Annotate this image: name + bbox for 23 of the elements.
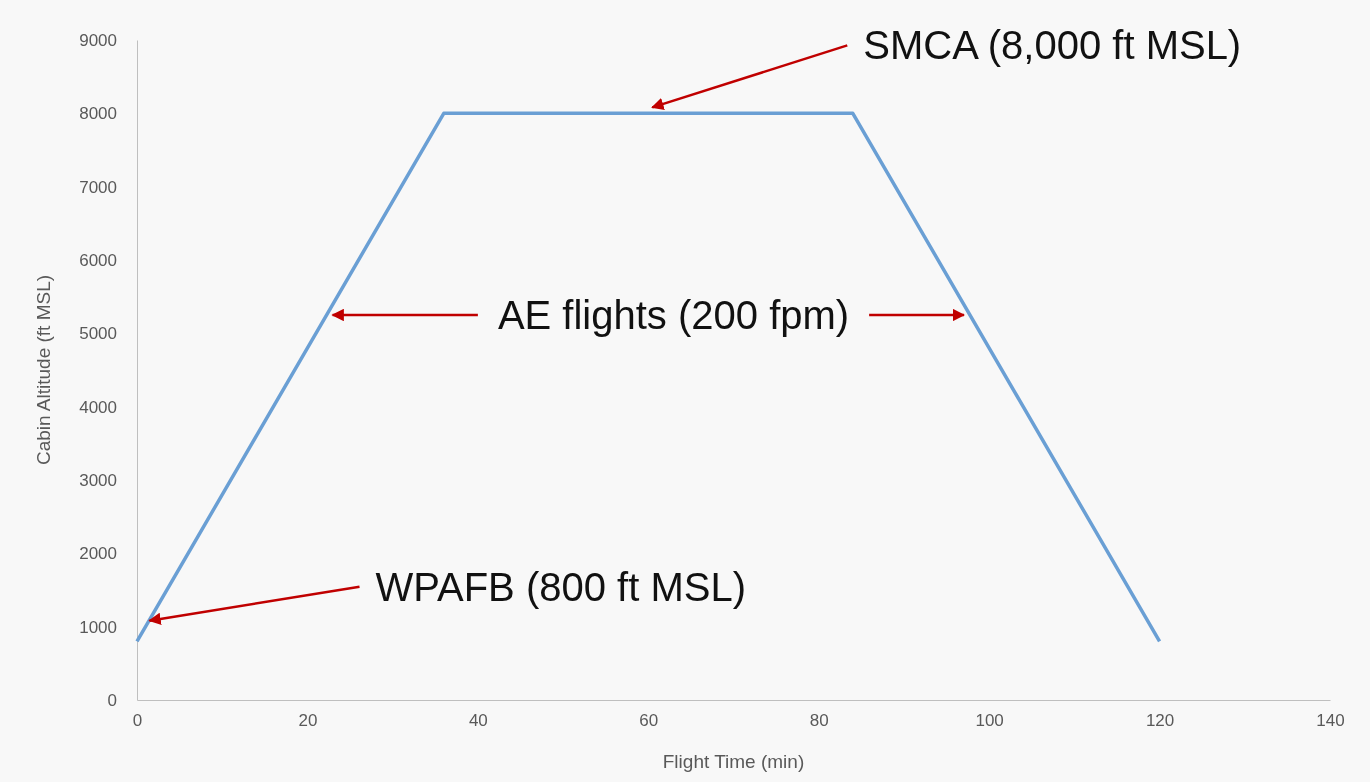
- x-tick-label: 40: [468, 711, 488, 731]
- x-tick-label: 20: [298, 711, 318, 731]
- x-tick-label: 100: [975, 711, 1004, 731]
- x-tick-label: 140: [1316, 711, 1345, 731]
- y-tick-label: 5000: [79, 324, 117, 344]
- y-tick-label: 4000: [79, 397, 117, 417]
- x-tick-label: 60: [639, 711, 659, 731]
- y-tick-label: 2000: [79, 544, 117, 564]
- y-tick-label: 9000: [79, 30, 117, 50]
- annotation: WPAFB (800 ft MSL): [375, 564, 746, 609]
- x-tick-label: 0: [132, 711, 143, 731]
- x-tick-label: 80: [809, 711, 829, 731]
- y-tick-label: 3000: [79, 470, 117, 490]
- annotation: AE flights (200 fpm): [497, 293, 850, 337]
- y-axis-title: Cabin Altitude (ft MSL): [33, 274, 54, 466]
- x-axis-title: Flight Time (min): [662, 751, 805, 772]
- y-tick-label: 8000: [79, 104, 117, 124]
- y-tick-label: 7000: [79, 177, 117, 197]
- x-tick-label: 120: [1145, 711, 1175, 731]
- y-tick-label: 0: [107, 690, 117, 710]
- annotation: SMCA (8,000 ft MSL): [863, 23, 1242, 68]
- y-tick-label: 1000: [79, 617, 117, 637]
- y-tick-label: 6000: [79, 250, 117, 270]
